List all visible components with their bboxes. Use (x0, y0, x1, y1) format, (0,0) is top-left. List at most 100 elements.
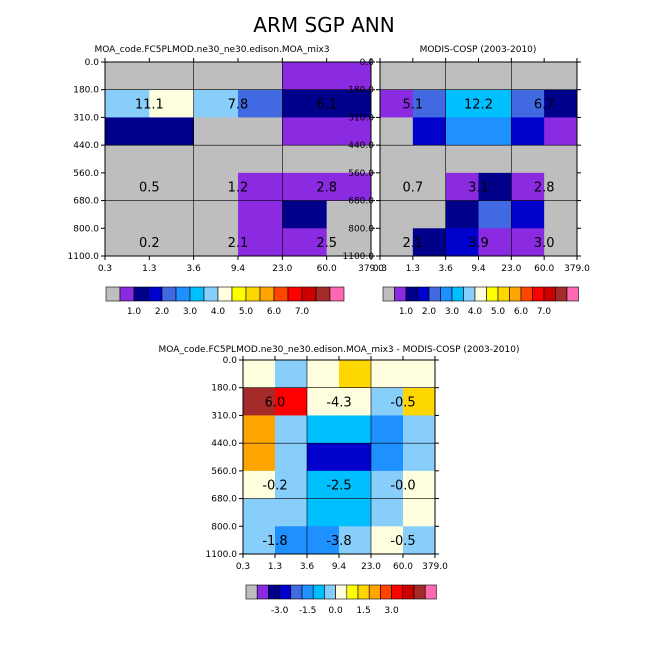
x-tick-label: 379.0 (358, 264, 384, 274)
colorbar-label: 5.0 (491, 307, 506, 317)
colorbar-swatch (368, 584, 381, 600)
heatmap-cell (339, 360, 372, 389)
heatmap-cell (544, 228, 578, 257)
colorbar-swatch (105, 286, 121, 302)
heatmap-cell (307, 526, 340, 555)
heatmap-cell (149, 200, 195, 229)
y-tick-label: 440.0 (348, 141, 374, 151)
heatmap-cell (105, 200, 150, 229)
heatmap-cell (149, 228, 195, 257)
x-tick-label: 23.0 (272, 264, 292, 274)
colorbar-swatch (474, 286, 487, 302)
heatmap-cell (275, 470, 308, 500)
panel-model-climatology: MOA_code.FC5PLMOD.ne30_ne30.edison.MOA_m… (68, 45, 385, 317)
x-tick-label: 1.3 (406, 264, 420, 274)
heatmap-cell (307, 443, 340, 472)
cell-value-label: 3.1 (468, 181, 489, 196)
colorbar-swatch (405, 286, 418, 302)
y-tick-label: 1100.0 (68, 252, 100, 262)
colorbar-swatch (315, 286, 331, 302)
heatmap-cell (105, 228, 150, 257)
heatmap-cell (275, 415, 308, 444)
colorbar-label: 6.0 (514, 307, 529, 317)
y-tick-label: 0.0 (360, 58, 375, 68)
heatmap-cell (403, 470, 436, 500)
heatmap-cell (326, 89, 372, 118)
colorbar-label: 4.0 (211, 307, 226, 317)
cell-value-label: 0.7 (402, 181, 423, 196)
heatmap-cell (412, 228, 447, 257)
heatmap-cell (243, 498, 276, 527)
heatmap-cell (149, 172, 195, 202)
heatmap-cell (193, 145, 239, 174)
heatmap-cell (544, 145, 578, 174)
heatmap-cell (282, 200, 328, 229)
colorbar-swatch (287, 286, 303, 302)
colorbar-swatch (413, 584, 426, 600)
cell-value-label: -2.5 (326, 479, 351, 494)
heatmap-cell (478, 145, 512, 174)
colorbar-swatch (312, 584, 325, 600)
colorbar-label: 3.0 (445, 307, 460, 317)
y-tick-label: 180.0 (73, 86, 99, 96)
colorbar-swatch (440, 286, 453, 302)
cell-value-label: 2.8 (316, 181, 337, 196)
heatmap-cell (105, 172, 150, 202)
x-tick-label: 9.4 (471, 264, 486, 274)
colorbar-swatch (402, 584, 415, 600)
heatmap-cell (307, 470, 340, 500)
heatmap-cell (478, 62, 512, 91)
colorbar-swatch (301, 584, 314, 600)
x-tick-label: 60.0 (393, 562, 413, 572)
heatmap-cell (238, 200, 283, 229)
heatmap-cell (371, 415, 404, 444)
heatmap-cell (238, 89, 283, 118)
y-tick-label: 560.0 (211, 467, 237, 477)
colorbar-swatch (203, 286, 219, 302)
heatmap-cell (193, 117, 239, 146)
heatmap-cell (243, 360, 276, 389)
heatmap-cell (149, 117, 195, 146)
heatmap-cell (380, 172, 414, 202)
heatmap-cell (307, 360, 340, 389)
x-tick-label: 23.0 (501, 264, 521, 274)
colorbar-swatch (532, 286, 545, 302)
heatmap-cell (105, 62, 150, 91)
colorbar-swatch (497, 286, 510, 302)
colorbar-swatch (394, 286, 407, 302)
heatmap-cell (326, 172, 372, 202)
colorbar-swatch (301, 286, 317, 302)
colorbar-label: 3.0 (183, 307, 198, 317)
heatmap-cell (371, 470, 404, 500)
heatmap-cell (380, 89, 414, 118)
heatmap-cell (412, 62, 447, 91)
heatmap-cell (243, 387, 276, 416)
y-tick-label: 440.0 (211, 439, 237, 449)
heatmap-cell (275, 498, 308, 527)
heatmap-cell (243, 443, 276, 472)
heatmap-cell (403, 387, 436, 416)
heatmap-cell (339, 443, 372, 472)
colorbar-swatch (380, 584, 392, 600)
cell-value-label: 11.1 (135, 98, 164, 113)
colorbar-swatch (382, 286, 395, 302)
cell-value-label: -4.3 (326, 396, 351, 411)
panel-difference: MOA_code.FC5PLMOD.ne30_ne30.edison.MOA_m… (159, 345, 520, 616)
cell-value-label: 1.2 (228, 181, 249, 196)
colorbar-swatch (486, 286, 499, 302)
figure-title: ARM SGP ANN (253, 13, 394, 37)
colorbar-swatch (324, 584, 336, 600)
colorbar-swatch (161, 286, 177, 302)
colorbar-swatch (279, 584, 292, 600)
heatmap-cell (275, 443, 308, 472)
y-tick-label: 800.0 (211, 522, 237, 532)
y-tick-label: 0.0 (223, 356, 238, 366)
heatmap-cell (544, 117, 578, 146)
colorbar-swatch (520, 286, 533, 302)
heatmap-cell (511, 200, 545, 229)
cell-value-label: -0.5 (390, 534, 415, 549)
y-tick-label: 310.0 (73, 113, 99, 123)
x-tick-label: 379.0 (564, 264, 590, 274)
colorbar-label: 7.0 (295, 307, 310, 317)
heatmap-cell (511, 117, 545, 146)
